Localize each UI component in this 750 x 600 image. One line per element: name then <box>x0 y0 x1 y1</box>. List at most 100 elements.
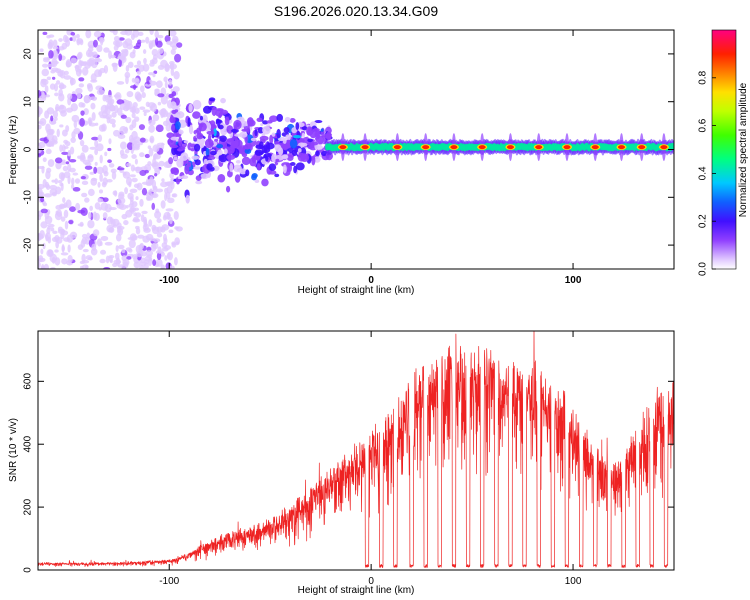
noise-blob <box>94 161 98 166</box>
noise-blob <box>44 181 50 189</box>
noise-blob <box>111 111 117 118</box>
noise-blob <box>121 264 126 269</box>
snr-y-label: SNR (10 * v/v) <box>8 418 19 482</box>
noise-blob <box>58 82 65 90</box>
spectrogram-y-tick-label: -20 <box>23 237 34 252</box>
signal-blob <box>185 194 190 204</box>
noise-blob <box>42 31 48 36</box>
noise-blob <box>134 158 138 165</box>
noise-blob <box>67 254 73 264</box>
noise-blob <box>62 197 66 203</box>
noise-blob <box>90 73 97 82</box>
noise-blob <box>40 197 45 203</box>
noise-blob <box>43 193 52 198</box>
noise-blob <box>93 30 102 38</box>
noise-blob <box>129 107 136 113</box>
noise-blob <box>165 93 171 99</box>
noise-blob <box>168 79 173 86</box>
noise-blob <box>133 64 140 68</box>
noise-blob <box>152 114 160 122</box>
noise-blob <box>100 249 107 255</box>
signal-blob <box>325 131 332 141</box>
signal-blob <box>289 117 296 123</box>
noise-blob <box>108 163 115 168</box>
noise-blob <box>79 39 84 46</box>
signal-blob <box>261 178 269 187</box>
noise-blob <box>139 169 147 177</box>
carrier-peak <box>563 145 571 150</box>
noise-blob <box>152 157 157 167</box>
signal-blob <box>204 138 214 149</box>
signal-blob <box>320 128 324 132</box>
spectrogram-marks <box>38 30 674 269</box>
noise-blob <box>99 241 103 246</box>
noise-blob <box>99 115 108 119</box>
noise-blob <box>157 93 165 98</box>
signal-blob <box>226 125 234 134</box>
noise-blob <box>136 93 143 102</box>
signal-blob <box>291 127 298 134</box>
noise-blob <box>113 94 121 98</box>
signal-blob <box>188 124 194 135</box>
signal-blob <box>314 120 323 124</box>
noise-blob <box>108 138 112 145</box>
signal-blob <box>274 173 280 178</box>
signal-blob <box>202 105 212 114</box>
noise-blob <box>133 212 137 217</box>
colorbar-tick-label: 0.6 <box>698 118 709 132</box>
noise-blob <box>39 230 45 239</box>
noise-blob <box>42 157 47 163</box>
noise-blob <box>47 226 51 230</box>
noise-blob <box>169 62 175 71</box>
noise-blob <box>92 229 100 237</box>
noise-blob <box>154 173 158 177</box>
noise-blob <box>51 76 56 80</box>
signal-blob <box>187 117 191 127</box>
signal-blob <box>213 128 217 137</box>
noise-blob <box>93 166 98 174</box>
noise-blob <box>92 39 98 48</box>
noise-blob <box>54 157 63 164</box>
noise-blob <box>78 101 84 108</box>
noise-blob <box>125 64 130 72</box>
spectrogram-x-tick-label: 100 <box>565 275 582 286</box>
noise-blob <box>145 36 150 44</box>
noise-blob <box>63 75 72 80</box>
noise-blob <box>169 41 177 48</box>
signal-blob <box>170 114 174 123</box>
signal-blob <box>257 127 264 134</box>
signal-blob <box>271 153 277 163</box>
noise-blob <box>151 202 156 211</box>
noise-blob <box>60 172 65 182</box>
noise-blob <box>67 163 72 172</box>
noise-blob <box>44 215 53 225</box>
noise-blob <box>96 44 103 53</box>
noise-blob <box>70 184 75 190</box>
carrier-peak <box>660 145 668 150</box>
chart-title: S196.2026.020.13.34.G09 <box>274 3 438 19</box>
noise-blob <box>120 153 128 159</box>
noise-blob <box>94 148 99 156</box>
noise-blob <box>112 129 121 137</box>
noise-blob <box>131 154 137 159</box>
signal-blob <box>211 106 217 117</box>
colorbar-tick-label: 0.2 <box>698 214 709 228</box>
noise-blob <box>154 88 160 93</box>
noise-blob <box>58 104 65 110</box>
signal-blob <box>217 174 226 183</box>
signal-blob <box>183 140 189 144</box>
noise-blob <box>61 258 68 265</box>
noise-blob <box>70 137 76 143</box>
signal-blob <box>262 125 271 135</box>
noise-blob <box>54 92 59 97</box>
noise-blob <box>65 161 70 165</box>
signal-blob <box>170 136 179 141</box>
noise-blob <box>142 63 150 72</box>
noise-blob <box>42 79 49 86</box>
noise-blob <box>126 91 134 98</box>
signal-blob <box>200 173 209 180</box>
noise-blob <box>120 114 127 119</box>
noise-blob <box>81 144 89 153</box>
noise-blob <box>80 176 86 180</box>
signal-blob <box>193 143 201 152</box>
